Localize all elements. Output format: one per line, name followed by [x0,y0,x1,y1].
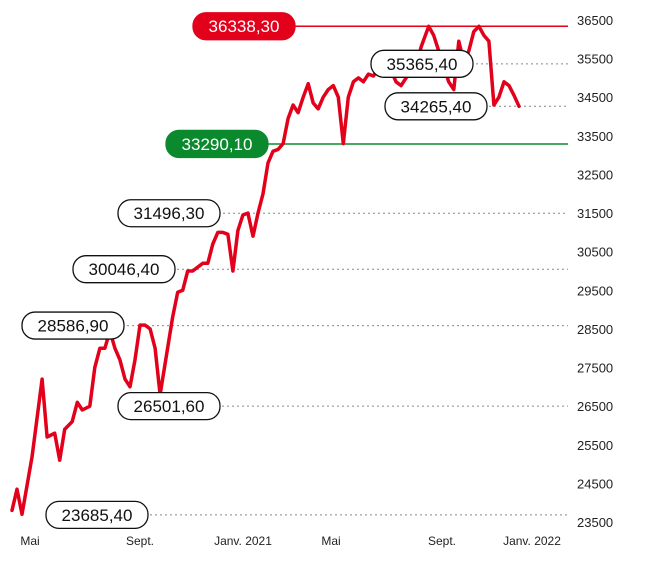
y-tick-label: 36500 [577,13,613,28]
y-tick-label: 34500 [577,90,613,105]
y-tick-label: 27500 [577,361,613,376]
value-label-box [370,49,474,78]
y-tick-label: 28500 [577,322,613,337]
value-label-text: 23685,40 [62,506,133,525]
y-tick-label: 26500 [577,399,613,414]
value-label: 28586,90 [21,311,125,340]
value-label: 31496,30 [117,199,221,228]
value-label-box [117,199,221,228]
x-tick-label: Janv. 2022 [503,534,561,548]
value-label-text: 33290,10 [182,135,253,154]
y-tick-label: 35500 [577,52,613,67]
y-tick-label: 24500 [577,476,613,491]
y-tick-label: 33500 [577,129,613,144]
x-tick-label: Sept. [428,534,456,548]
value-label: 23685,40 [45,500,149,529]
value-label-text: 26501,60 [134,397,205,416]
value-label: 34265,40 [384,92,488,121]
value-label-box [72,255,176,284]
x-axis: Mai Sept. Janv. 2021 Mai Sept. Janv. 2022 [20,534,561,548]
value-label-box [165,129,269,159]
value-label-box [21,311,125,340]
y-tick-label: 31500 [577,206,613,221]
x-tick-label: Sept. [126,534,154,548]
value-label-text: 31496,30 [134,204,205,223]
value-label: 35365,40 [370,49,474,78]
value-label-text: 28586,90 [38,317,109,336]
value-label-box [117,391,221,421]
value-label: 36338,30 [192,12,296,41]
value-label: 33290,10 [165,129,269,159]
value-label: 30046,40 [72,255,176,284]
value-label-box [384,92,488,121]
value-label-box [45,500,149,529]
x-tick-label: Mai [20,534,39,548]
value-label-text: 35365,40 [387,55,458,74]
y-axis: 23500 24500 25500 26500 27500 28500 29500 30500… [577,13,613,530]
y-tick-label: 32500 [577,167,613,182]
value-annotations: 36338,30 35365,40 34265,40 33290,10 31496,30… [21,12,488,529]
y-tick-label: 29500 [577,283,613,298]
value-label: 26501,60 [117,391,221,421]
value-label-text: 30046,40 [89,260,160,279]
y-tick-label: 25500 [577,438,613,453]
value-label-text: 36338,30 [209,17,280,36]
y-tick-label: 30500 [577,245,613,260]
value-label-box [192,12,296,41]
x-tick-label: Janv. 2021 [214,534,272,548]
x-tick-label: Mai [321,534,340,548]
price-series-line [10,24,521,517]
y-tick-label: 23500 [577,515,613,530]
value-label-text: 34265,40 [401,97,472,116]
